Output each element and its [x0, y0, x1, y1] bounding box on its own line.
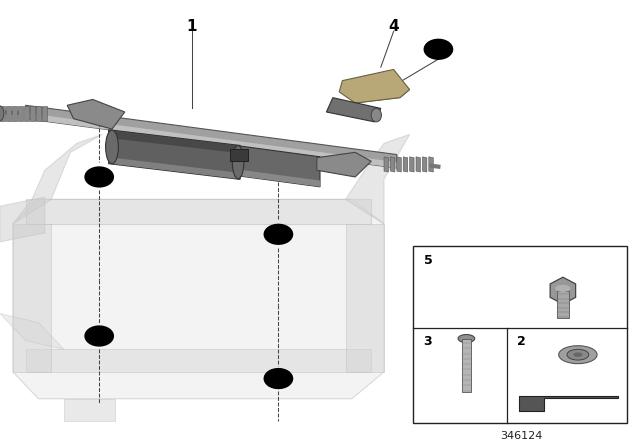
- Polygon shape: [109, 130, 240, 153]
- Polygon shape: [0, 314, 64, 349]
- Circle shape: [424, 39, 452, 59]
- Polygon shape: [36, 106, 41, 121]
- Polygon shape: [326, 98, 381, 122]
- Bar: [462, 339, 471, 392]
- Ellipse shape: [106, 130, 118, 164]
- Polygon shape: [237, 146, 320, 187]
- Polygon shape: [346, 134, 410, 224]
- Polygon shape: [26, 349, 371, 372]
- Polygon shape: [237, 169, 320, 187]
- Polygon shape: [355, 81, 410, 103]
- Circle shape: [264, 369, 292, 388]
- Polygon shape: [384, 157, 388, 172]
- Polygon shape: [13, 224, 51, 372]
- Polygon shape: [29, 106, 35, 121]
- Text: 2: 2: [516, 335, 525, 348]
- Ellipse shape: [232, 146, 244, 179]
- Polygon shape: [410, 157, 414, 172]
- Polygon shape: [42, 106, 47, 121]
- Polygon shape: [403, 157, 408, 172]
- Polygon shape: [26, 105, 397, 168]
- Polygon shape: [416, 157, 420, 172]
- Ellipse shape: [559, 346, 597, 364]
- Circle shape: [264, 224, 292, 244]
- Polygon shape: [109, 157, 240, 179]
- Text: 346124: 346124: [500, 431, 543, 441]
- Text: 2: 2: [95, 172, 103, 182]
- Circle shape: [85, 167, 113, 187]
- Polygon shape: [13, 134, 102, 224]
- Polygon shape: [64, 399, 115, 421]
- Ellipse shape: [0, 106, 4, 121]
- Ellipse shape: [371, 108, 381, 122]
- Bar: [230, 149, 248, 161]
- Polygon shape: [518, 396, 618, 411]
- Ellipse shape: [458, 335, 475, 343]
- Polygon shape: [18, 106, 23, 121]
- Polygon shape: [550, 277, 575, 304]
- Polygon shape: [397, 157, 401, 172]
- Text: 3: 3: [96, 331, 102, 341]
- Polygon shape: [0, 197, 45, 242]
- Polygon shape: [24, 106, 29, 121]
- Text: 1: 1: [187, 19, 197, 34]
- Text: 3: 3: [275, 374, 282, 383]
- Polygon shape: [6, 106, 11, 121]
- Polygon shape: [26, 199, 371, 224]
- Polygon shape: [109, 130, 240, 179]
- Polygon shape: [390, 157, 395, 172]
- Ellipse shape: [567, 349, 589, 360]
- Text: 4: 4: [388, 19, 399, 34]
- Polygon shape: [13, 199, 384, 399]
- Polygon shape: [429, 157, 433, 172]
- Circle shape: [85, 326, 113, 346]
- Polygon shape: [339, 69, 410, 103]
- Polygon shape: [67, 99, 125, 129]
- Bar: [557, 291, 569, 319]
- Ellipse shape: [573, 353, 582, 357]
- Bar: [413, 246, 627, 423]
- Text: 5: 5: [424, 254, 433, 267]
- Polygon shape: [422, 157, 427, 172]
- Polygon shape: [317, 152, 371, 177]
- Text: 3: 3: [423, 335, 431, 348]
- Polygon shape: [12, 106, 17, 121]
- Text: 5: 5: [435, 44, 442, 54]
- Polygon shape: [346, 224, 384, 372]
- Polygon shape: [0, 106, 5, 121]
- Text: 2: 2: [275, 229, 282, 239]
- Polygon shape: [26, 113, 397, 168]
- Ellipse shape: [556, 285, 571, 292]
